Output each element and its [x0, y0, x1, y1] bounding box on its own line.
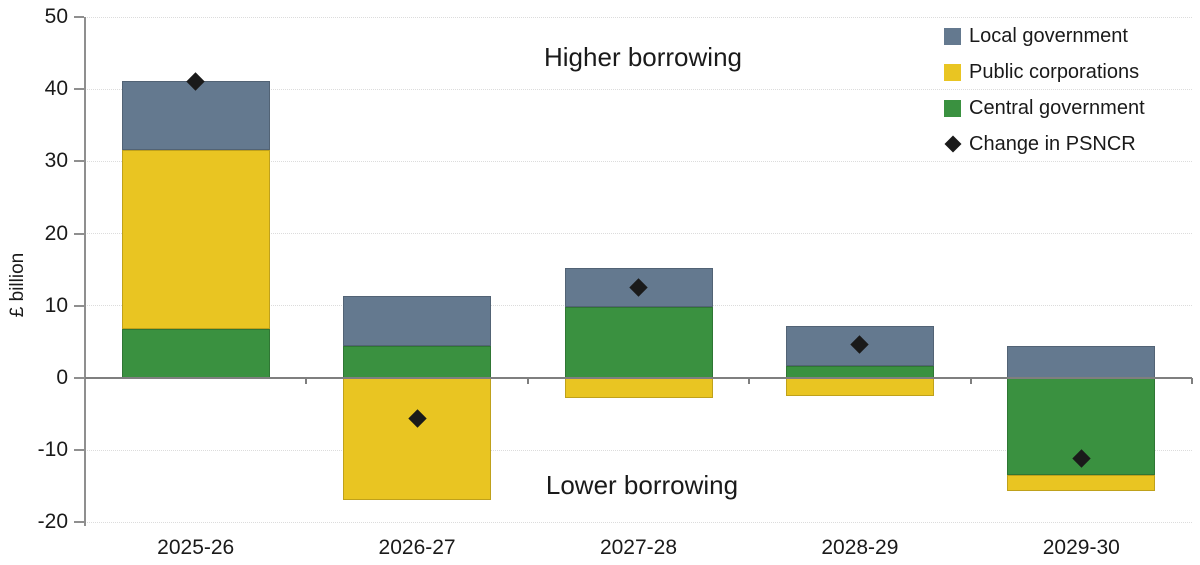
bar-2027-28-central-government: [564, 306, 713, 378]
bar-2026-27-public-corporations: [343, 378, 492, 501]
category-tick-1: [305, 378, 308, 384]
legend-swatch-public-corporations: [944, 63, 961, 81]
y-tick--10: [74, 449, 84, 452]
y-axis-title: £ billion: [7, 252, 28, 318]
y-tick-label-30: 30: [44, 149, 68, 173]
bar-2028-29-local-government: [785, 326, 934, 366]
x-tick-label-2028-29: 2028-29: [821, 536, 899, 559]
bar-2025-26-central-government: [121, 328, 270, 378]
bar-2026-27-central-government: [343, 345, 492, 378]
y-tick-label-40: 40: [44, 77, 68, 101]
legend-diamond-icon: [944, 135, 962, 153]
category-tick-5: [1191, 378, 1193, 384]
y-tick-label-10: 10: [44, 293, 68, 317]
y-tick-label-20: 20: [44, 221, 68, 245]
legend-item-public-corporations: Public corporations: [944, 54, 1145, 90]
x-tick-label-2025-26: 2025-26: [157, 536, 235, 559]
annotation-higher-borrowing: Higher borrowing: [544, 42, 742, 72]
bar-2025-26-public-corporations: [121, 149, 270, 329]
gridline-50: [85, 16, 1192, 18]
gridline--20: [85, 521, 1192, 523]
legend-item-central-government: Central government: [944, 90, 1145, 126]
bar-2026-27-local-government: [343, 296, 492, 346]
legend-label-central-government: Central government: [969, 97, 1145, 119]
y-tick-0: [74, 377, 84, 379]
y-tick-10: [74, 304, 84, 307]
y-tick-label--10: -10: [37, 438, 68, 462]
y-axis-line: [84, 17, 86, 527]
y-tick-label--20: -20: [37, 510, 68, 534]
y-tick--20: [74, 521, 84, 524]
x-tick-label-2026-27: 2026-27: [378, 536, 456, 559]
category-tick-2: [526, 378, 529, 384]
category-tick-3: [748, 378, 751, 384]
legend-label-public-corporations: Public corporations: [969, 61, 1140, 83]
gridline-40: [85, 88, 1192, 90]
y-tick-30: [74, 160, 84, 163]
y-tick-label-50: 50: [44, 5, 68, 28]
y-tick-50: [74, 16, 84, 18]
bar-2027-28-public-corporations: [564, 378, 713, 399]
x-tick-label-2029-30: 2029-30: [1042, 536, 1120, 559]
y-tick-40: [74, 88, 84, 91]
bar-2025-26-local-government: [121, 81, 270, 150]
legend-item-local-government: Local government: [944, 18, 1145, 54]
annotation-lower-borrowing: Lower borrowing: [545, 470, 739, 500]
y-tick-label-0: 0: [56, 366, 68, 389]
legend-item-change-in-psncr: Change in PSNCR: [944, 126, 1145, 162]
category-tick-4: [969, 378, 972, 384]
bar-2029-30-public-corporations: [1007, 474, 1156, 491]
y-tick-20: [74, 232, 84, 235]
bar-2028-29-public-corporations: [785, 378, 934, 397]
legend-label-change-in-psncr: Change in PSNCR: [969, 133, 1136, 155]
gridline--10: [85, 449, 1192, 451]
legend-label-local-government: Local government: [969, 25, 1128, 47]
bar-2029-30-local-government: [1007, 346, 1156, 378]
zero-axis-line: [85, 377, 1192, 379]
legend-swatch-central-government: [944, 99, 961, 117]
legend: Local government Public corporations Centr…: [944, 18, 1145, 162]
x-tick-label-2027-28: 2027-28: [599, 536, 678, 559]
gridline-20: [85, 233, 1192, 235]
gridline-30: [85, 160, 1192, 162]
legend-swatch-local-government: [944, 27, 961, 45]
